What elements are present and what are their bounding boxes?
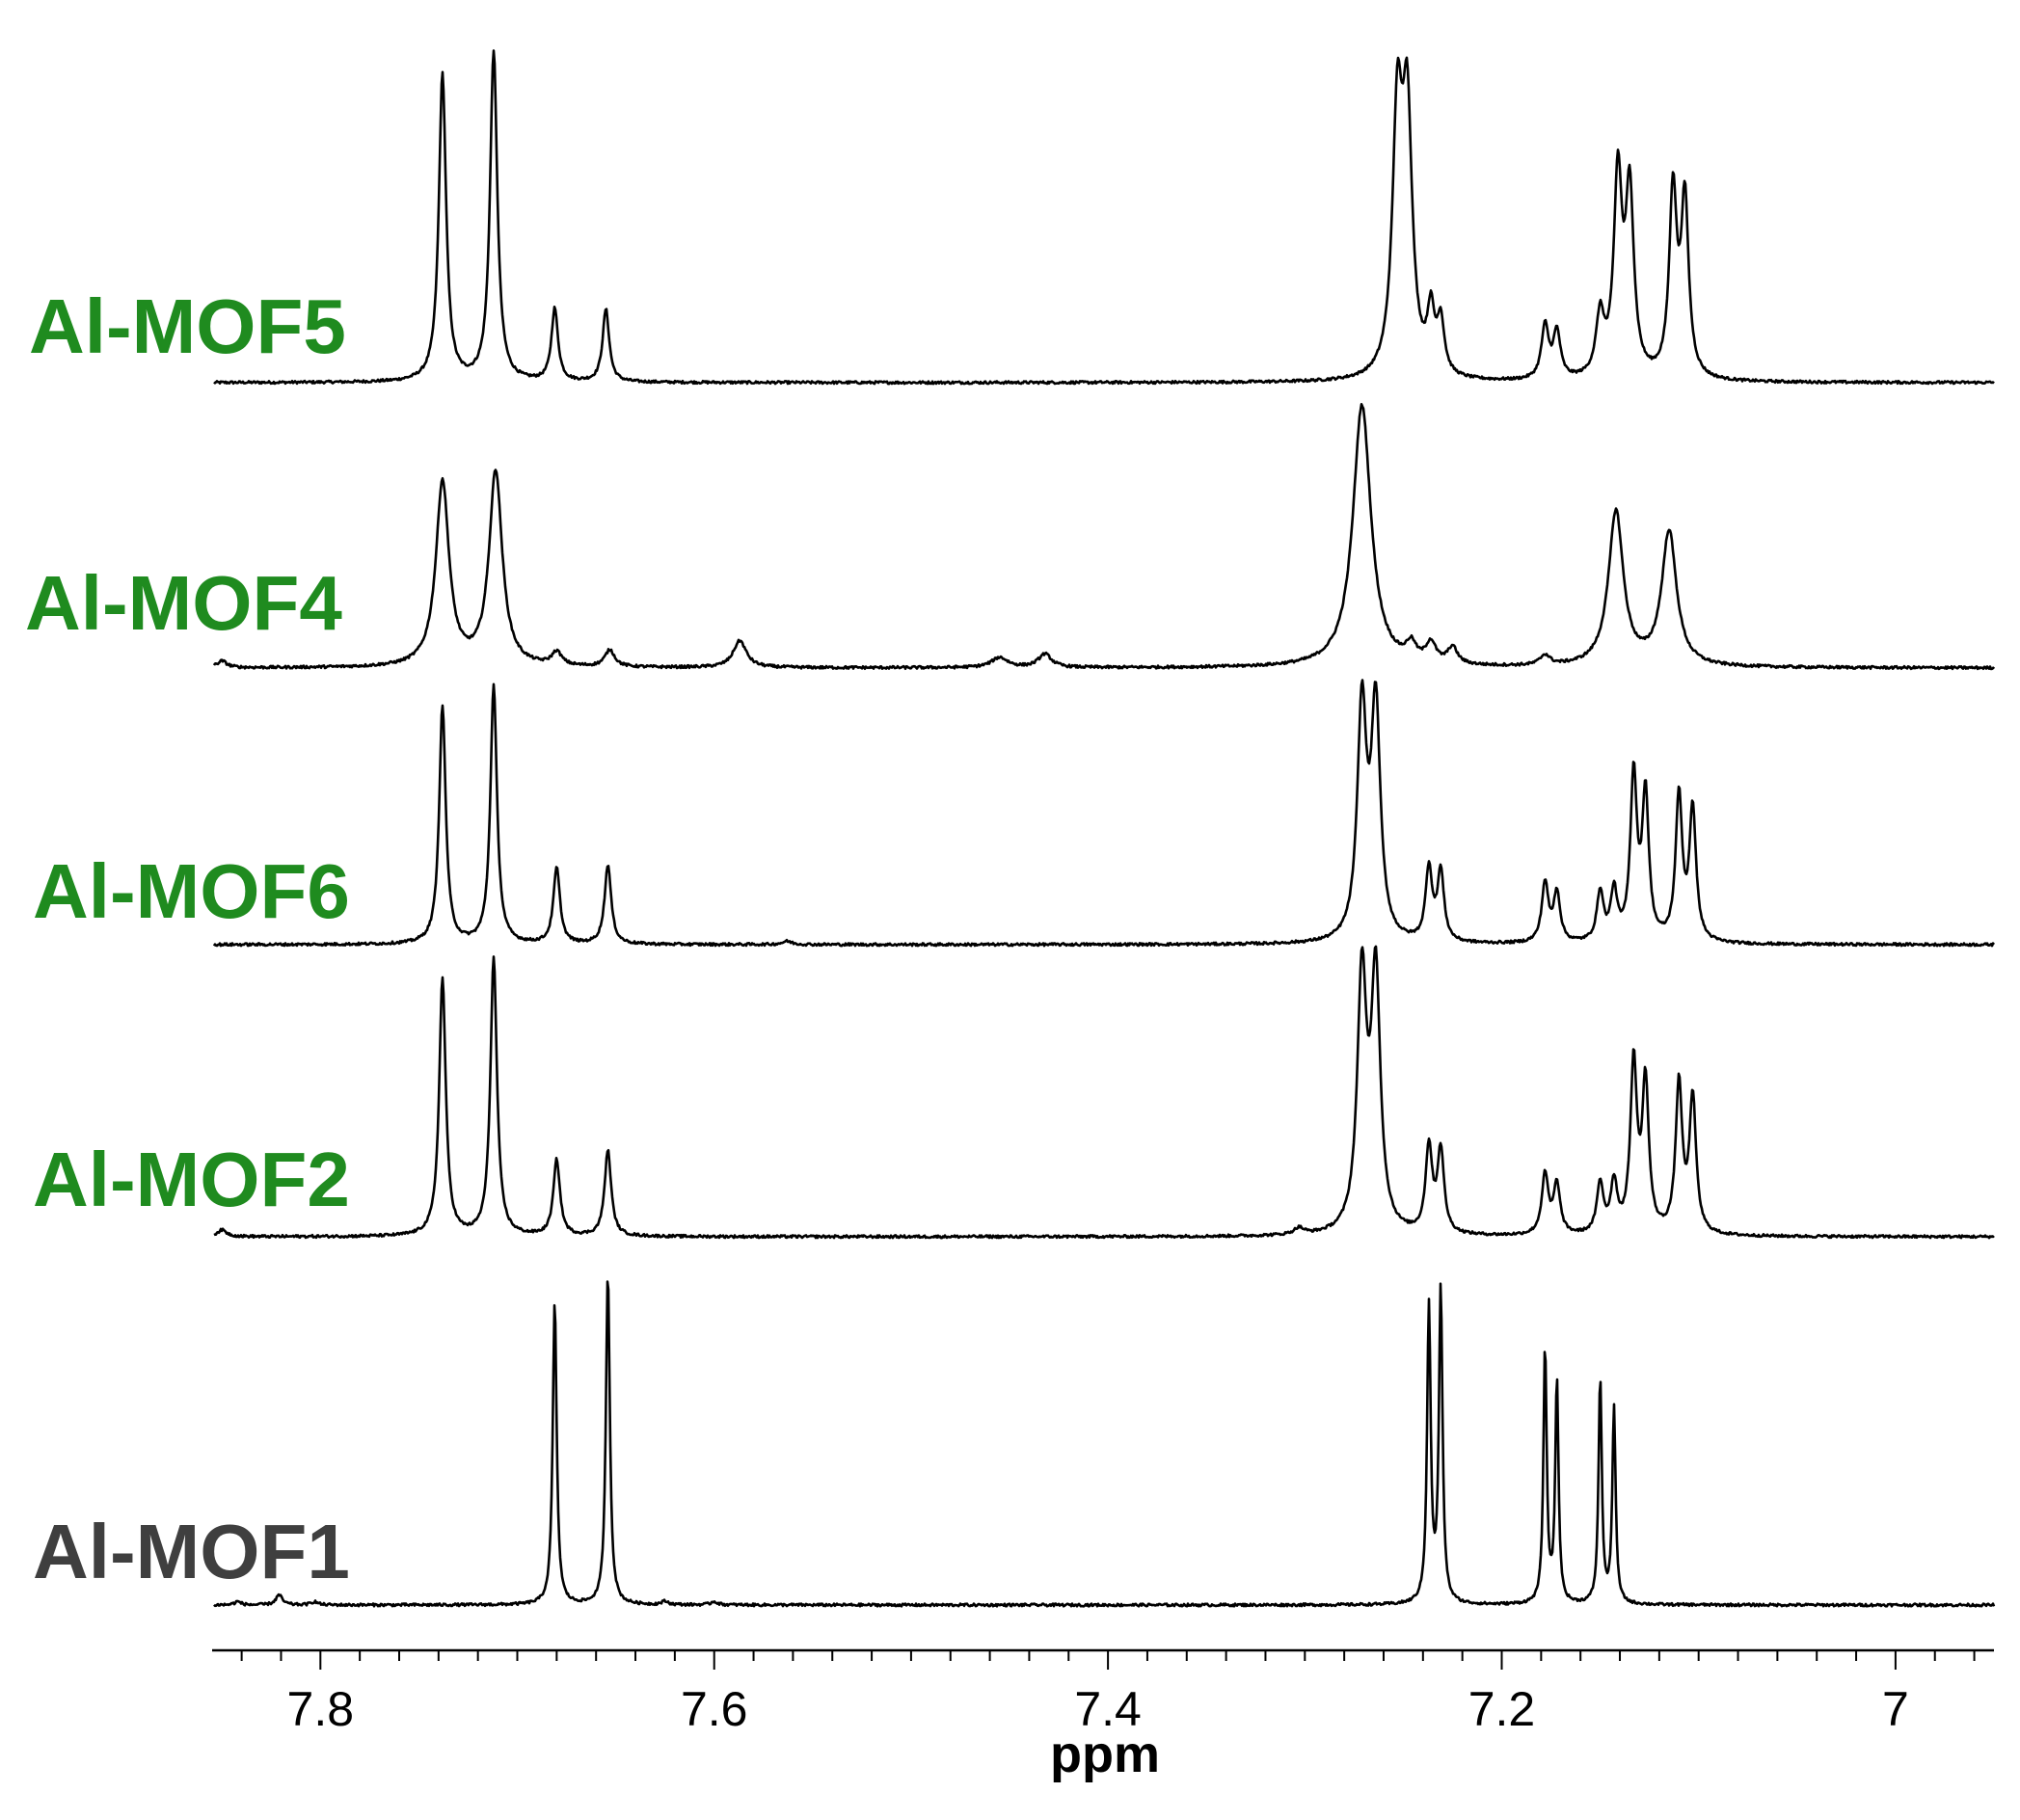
spectrum-trace-al-mof2: [213, 945, 1995, 1240]
spectrum-trace-al-mof4: [212, 402, 1996, 671]
x-tick-label: 7.6: [681, 1682, 748, 1736]
x-tick-label: 7.4: [1074, 1682, 1142, 1736]
x-axis-title: ppm: [1050, 1726, 1160, 1783]
spectrum-labels: Al-MOF5 Al-MOF4 Al-MOF6 Al-MOF2 Al-MOF1: [25, 283, 350, 1594]
series-label-al-mof1: Al-MOF1: [33, 1509, 350, 1594]
series-label-al-mof4: Al-MOF4: [25, 560, 342, 646]
spectrum-trace-al-mof5: [213, 49, 1995, 386]
series-label-al-mof6: Al-MOF6: [33, 848, 350, 934]
spectra-traces: [212, 49, 1996, 1608]
x-tick-label: 7.8: [287, 1682, 355, 1736]
spectrum-trace-al-mof1: [213, 1280, 1996, 1608]
x-axis: 7.8 7.6 7.4 7.2 7: [212, 1648, 1994, 1736]
x-tick-label: 7: [1882, 1682, 1909, 1736]
x-tick-label: 7.2: [1468, 1682, 1536, 1736]
series-label-al-mof2: Al-MOF2: [33, 1137, 350, 1222]
spectrum-trace-al-mof6: [212, 679, 1995, 948]
series-label-al-mof5: Al-MOF5: [29, 283, 346, 369]
